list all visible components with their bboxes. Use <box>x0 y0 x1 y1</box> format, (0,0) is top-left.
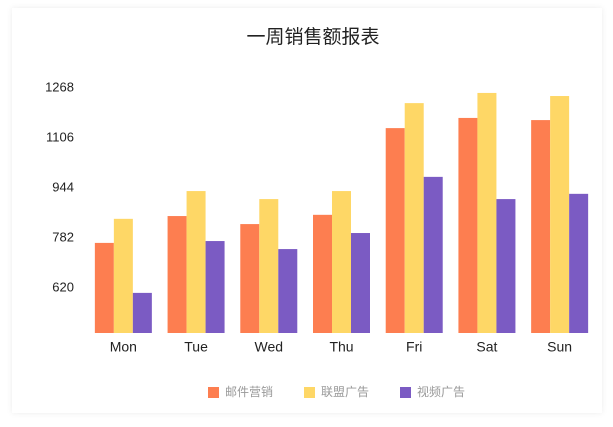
bar <box>385 128 405 333</box>
y-tick-label: 620 <box>52 279 74 294</box>
x-tick-label: Tue <box>184 339 208 355</box>
x-tick-label: Wed <box>255 339 284 355</box>
legend-swatch <box>304 387 315 398</box>
x-tick-label: Thu <box>329 339 353 355</box>
bar <box>496 199 516 333</box>
y-tick-label: 944 <box>52 179 74 194</box>
bar <box>113 218 133 333</box>
bar <box>569 193 589 333</box>
x-tick-label: Sat <box>476 339 497 355</box>
y-tick-label: 1268 <box>45 79 74 94</box>
bar <box>531 120 551 333</box>
bar <box>132 292 152 333</box>
bar <box>94 242 114 333</box>
bar <box>404 103 424 333</box>
legend-swatch <box>208 387 219 398</box>
bar <box>259 199 279 333</box>
bar <box>351 233 370 333</box>
x-tick-label: Sun <box>547 339 572 355</box>
y-tick-label: 1106 <box>46 129 74 144</box>
bar <box>167 216 187 333</box>
legend-swatch <box>400 387 411 398</box>
bar <box>477 92 497 333</box>
bar <box>458 117 478 334</box>
chart-title: 一周销售额报表 <box>246 26 379 48</box>
bar <box>186 191 206 333</box>
bar <box>278 249 298 333</box>
bar <box>205 241 225 333</box>
legend-label: 邮件营销 <box>225 385 273 399</box>
bar <box>313 214 332 333</box>
bar <box>240 224 260 333</box>
x-tick-label: Mon <box>110 339 137 355</box>
legend-label: 联盟广告 <box>321 385 369 399</box>
bar <box>423 176 443 333</box>
bar <box>550 96 570 333</box>
y-tick-label: 782 <box>52 229 74 244</box>
x-tick-label: Fri <box>406 339 422 355</box>
legend-label: 视频广告 <box>417 384 465 399</box>
bar <box>332 191 351 333</box>
